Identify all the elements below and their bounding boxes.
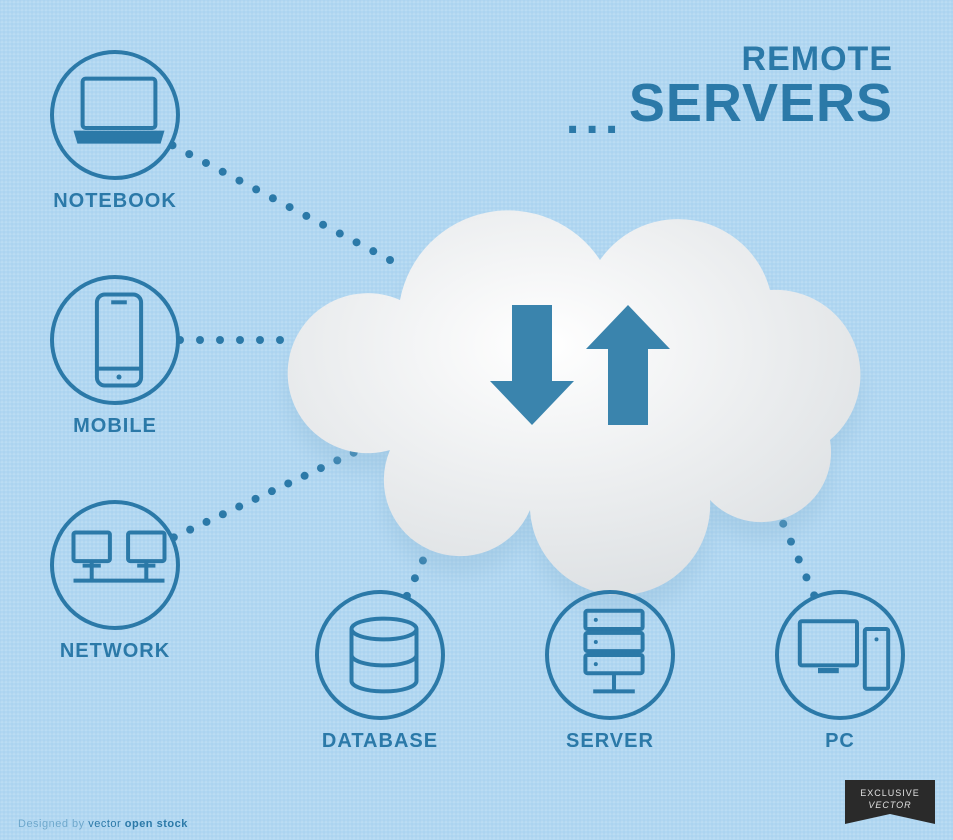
infographic-canvas: REMOTE ... SERVERS NOTEBOOK MOBILE — [0, 0, 953, 840]
server-label: SERVER — [545, 730, 675, 753]
database-icon — [319, 590, 441, 720]
title-line2: SERVERS — [629, 73, 893, 133]
exclusive-ribbon: EXCLUSIVE VECTOR — [845, 780, 935, 840]
svg-text:VECTOR: VECTOR — [868, 800, 911, 810]
node-mobile: MOBILE — [50, 275, 180, 438]
laptop-icon — [54, 50, 176, 180]
database-circle — [315, 590, 445, 720]
svg-text:EXCLUSIVE: EXCLUSIVE — [860, 788, 920, 798]
server-circle — [545, 590, 675, 720]
pc-circle — [775, 590, 905, 720]
footer-credit: Designed by vector open stock — [18, 818, 188, 830]
mobile-circle — [50, 275, 180, 405]
network-circle — [50, 500, 180, 630]
node-notebook: NOTEBOOK — [50, 50, 180, 213]
network-label: NETWORK — [50, 640, 180, 663]
phone-icon — [54, 275, 176, 405]
network-icon — [54, 500, 176, 630]
designed-by-text: Designed by — [18, 818, 85, 830]
mobile-label: MOBILE — [50, 415, 180, 438]
pc-icon — [779, 590, 901, 720]
node-database: DATABASE — [315, 590, 445, 753]
pc-label: PC — [775, 730, 905, 753]
node-server: SERVER — [545, 590, 675, 753]
node-network: NETWORK — [50, 500, 180, 663]
title-dots: ... — [566, 89, 625, 145]
server-icon — [549, 590, 671, 720]
notebook-circle — [50, 50, 180, 180]
node-pc: PC — [775, 590, 905, 753]
database-label: DATABASE — [315, 730, 445, 753]
title-block: REMOTE ... SERVERS — [566, 40, 893, 145]
notebook-label: NOTEBOOK — [50, 190, 180, 213]
brand-text: vector open stock — [88, 818, 188, 830]
